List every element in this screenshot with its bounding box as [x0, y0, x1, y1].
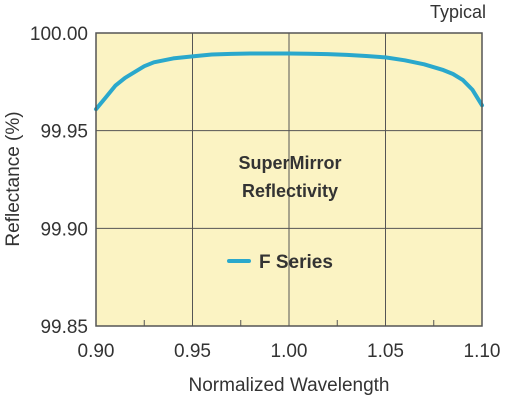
- x-tick-label: 1.05: [367, 341, 404, 362]
- x-tick-label: 1.00: [271, 341, 308, 362]
- y-tick-labels: 99.85 99.90 99.95 100.00: [30, 24, 88, 338]
- plot-frame: [95, 32, 483, 327]
- chart-title-line-2: Reflectivity: [242, 181, 338, 201]
- y-tick-label: 100.00: [30, 24, 88, 45]
- legend: F Series: [227, 252, 333, 273]
- grid-lines: [96, 33, 482, 326]
- x-tick-label: 0.95: [174, 341, 211, 362]
- y-tick-label: 99.90: [40, 219, 88, 240]
- x-tick-labels: 0.90 0.95 1.00 1.05 1.10: [78, 341, 501, 362]
- series-line-f-series: [94, 51, 484, 112]
- chart-title-line-1: SuperMirror: [238, 153, 341, 173]
- minor-ticks: [143, 320, 435, 326]
- x-axis-title: Normalized Wavelength: [189, 375, 390, 396]
- corner-label: Typical: [430, 2, 486, 22]
- x-tick-label: 1.10: [464, 341, 501, 362]
- y-axis-title: Reflectance (%): [3, 111, 24, 246]
- legend-label: F Series: [259, 252, 333, 273]
- y-tick-label: 99.95: [40, 122, 88, 143]
- y-tick-label: 99.85: [40, 317, 88, 338]
- x-tick-label: 0.90: [78, 341, 115, 362]
